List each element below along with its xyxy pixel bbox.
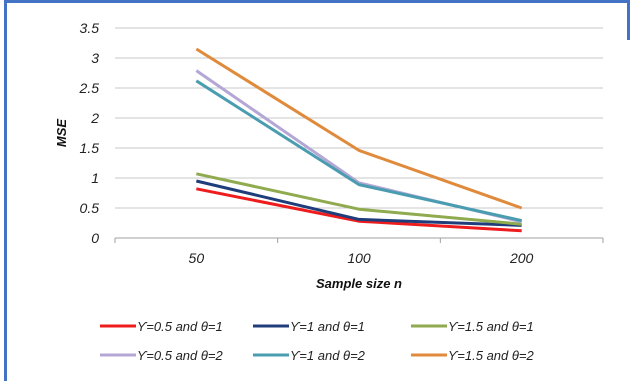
x-tick-label: 200 xyxy=(509,250,534,266)
frame-border-right xyxy=(627,0,630,40)
x-tick-label: 50 xyxy=(189,250,205,266)
gridlines xyxy=(114,27,604,243)
legend: ϒ=0.5 and θ=1 ϒ=1 and θ=1 ϒ=1.5 and θ=1 ϒ=0… xyxy=(100,319,535,363)
y-axis-title: MSE xyxy=(54,119,69,148)
x-axis-title: Sample size n xyxy=(316,276,402,291)
legend-label: ϒ=1.5 and θ=2 xyxy=(448,348,535,363)
series-line xyxy=(196,187,522,233)
legend-label: ϒ=1.5 and θ=1 xyxy=(448,319,534,334)
y-tick-label: 2.5 xyxy=(79,80,100,96)
series-line xyxy=(195,47,523,210)
y-tick-label: 1.5 xyxy=(80,140,100,156)
y-tick-label: 0.5 xyxy=(80,200,100,216)
series-lines xyxy=(195,47,523,233)
y-tick-label: 3 xyxy=(91,50,99,66)
legend-label: ϒ=0.5 and θ=2 xyxy=(137,348,224,363)
y-tick-label: 3.5 xyxy=(80,20,100,36)
x-tick-label: 100 xyxy=(347,250,371,266)
frame-border-left xyxy=(4,0,7,381)
legend-label: ϒ=1 and θ=2 xyxy=(290,348,366,363)
y-tick-labels: 0 0.5 1 1.5 2 2.5 3 3.5 xyxy=(79,20,100,246)
y-tick-label: 0 xyxy=(91,230,99,246)
series-line xyxy=(195,79,522,223)
series-line xyxy=(195,179,522,227)
y-tick-label: 1 xyxy=(91,170,99,186)
series-line xyxy=(196,172,522,226)
y-tick-label: 2 xyxy=(90,110,99,126)
frame-border-top xyxy=(4,0,630,3)
legend-label: ϒ=1 and θ=1 xyxy=(290,319,365,334)
legend-label: ϒ=0.5 and θ=1 xyxy=(137,319,223,334)
x-tick-labels: 50 100 200 xyxy=(189,250,534,266)
